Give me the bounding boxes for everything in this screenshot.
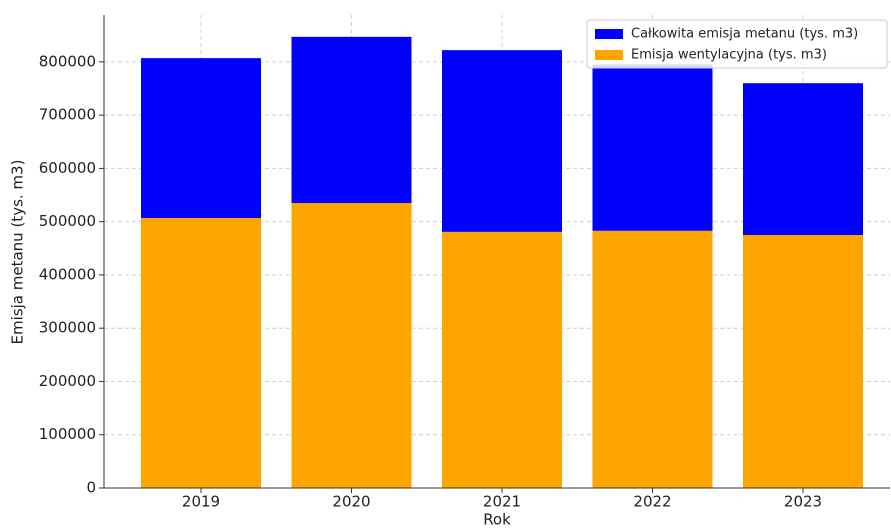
y-tick-label: 100000 [39,425,96,443]
bar [141,217,261,488]
bar [291,203,412,489]
y-tick-label: 500000 [39,212,96,230]
legend: Całkowita emisja metanu (tys. m3) Emisja … [586,19,888,69]
y-tick-label: 400000 [39,265,96,283]
legend-label: Emisja wentylacyjna (tys. m3) [631,48,827,63]
y-tick-label: 300000 [39,319,96,337]
bar [743,234,863,488]
bar [592,230,713,488]
y-tick-label: 700000 [39,106,96,124]
legend-swatch [595,29,623,39]
y-tick-label: 0 [86,479,96,497]
y-tick-label: 800000 [39,52,96,70]
y-tick-label: 600000 [39,159,96,177]
x-tick-label: 2019 [182,493,220,511]
bar [442,231,562,488]
y-tick-label: 200000 [39,372,96,390]
y-axis-label: Emisja metanu (tys. m3) [9,160,27,345]
x-tick-label: 2020 [332,493,370,511]
x-tick-label: 2022 [633,493,671,511]
x-tick-label: 2023 [784,493,822,511]
x-axis-label: Rok [483,511,511,529]
legend-box [586,19,888,69]
legend-label: Całkowita emisja metanu (tys. m3) [631,27,858,42]
x-tick-label: 2021 [483,493,521,511]
legend-swatch [595,50,623,60]
